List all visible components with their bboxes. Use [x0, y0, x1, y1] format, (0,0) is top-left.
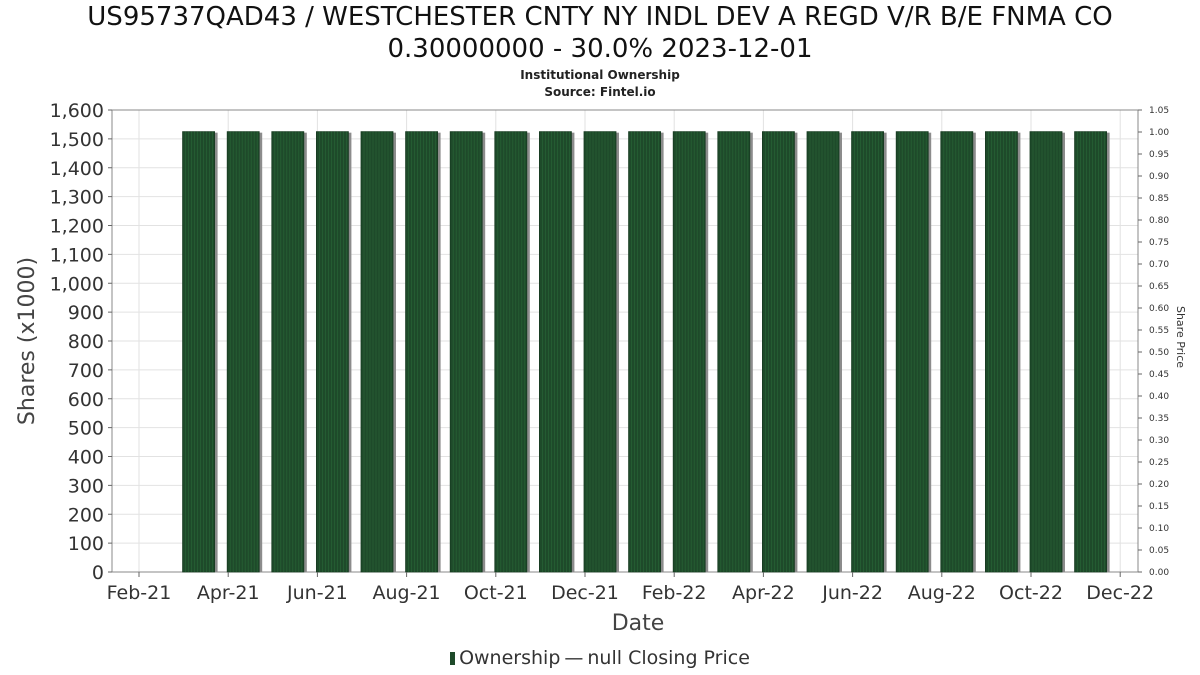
ownership-bar — [672, 131, 709, 573]
ownership-bar — [806, 131, 842, 573]
y2-tick-label: 0.15 — [1149, 502, 1169, 512]
ownership-bar — [539, 131, 575, 573]
y-axis-title: Shares (x1000) — [15, 257, 40, 425]
y2-tick-label: 0.35 — [1149, 414, 1169, 424]
chart-subtitle: Institutional Ownership — [520, 68, 680, 82]
x-tick-label: Dec-21 — [551, 582, 619, 604]
ownership-bar — [449, 131, 486, 573]
x-tick-label: Apr-22 — [732, 582, 795, 604]
legend-ownership-label: Ownership — [459, 647, 561, 669]
y-tick-label: 1,200 — [50, 216, 104, 238]
ownership-bar — [851, 131, 887, 573]
ownership-bar — [1029, 131, 1065, 573]
x-tick-label: Feb-21 — [107, 582, 172, 604]
ownership-bar — [940, 131, 976, 573]
y2-tick-label: 0.90 — [1149, 172, 1169, 182]
y-tick-label: 300 — [68, 475, 104, 497]
y-tick-label: 800 — [68, 331, 104, 353]
y2-tick-label: 0.05 — [1149, 546, 1169, 556]
y-tick-label: 0 — [92, 562, 104, 584]
ownership-bar — [494, 131, 530, 573]
y2-tick-label: 1.00 — [1149, 128, 1169, 138]
right-axis-ticks: 0.00 0.05 0.10 0.15 0.20 0.25 0.30 0.35 0.40 0.45… — [1138, 106, 1169, 578]
y-tick-label: 700 — [68, 360, 104, 382]
x-tick-label: Oct-21 — [464, 582, 528, 604]
y2-tick-label: 0.70 — [1149, 260, 1169, 270]
x-axis-ticks: Feb-21 Apr-21 Jun-21 Aug-21 Oct-21 Dec-21 Feb-… — [107, 572, 1154, 604]
left-axis-ticks: 0 100 200 300 400 500 600 700 800 900 1,000 1,100 1,… — [50, 100, 112, 584]
y2-tick-label: 0.85 — [1149, 194, 1169, 204]
chart-title-line-2: 0.30000000 - 30.0% 2023-12-01 — [387, 34, 813, 64]
ownership-bar — [628, 131, 664, 573]
x-tick-label: Dec-22 — [1086, 582, 1154, 604]
x-tick-label: Feb-22 — [642, 582, 707, 604]
y2-tick-label: 1.05 — [1149, 106, 1169, 116]
chart-source: Source: Fintel.io — [544, 85, 656, 99]
y-tick-label: 200 — [68, 504, 104, 526]
legend-price-label: null Closing Price — [587, 647, 750, 669]
y2-tick-label: 0.00 — [1149, 568, 1169, 578]
x-tick-label: Jun-22 — [821, 582, 883, 604]
ownership-bar — [360, 131, 396, 573]
ownership-bar — [405, 131, 441, 573]
y-tick-label: 400 — [68, 447, 104, 469]
grid-lines — [112, 109, 1138, 573]
ownership-chart: 0 100 200 300 400 500 600 700 800 900 1,000 1,100 1,… — [15, 100, 1187, 636]
y2-tick-label: 0.40 — [1149, 392, 1169, 402]
chart-title-line-1: US95737QAD43 / WESTCHESTER CNTY NY INDL … — [87, 2, 1113, 32]
y-tick-label: 1,300 — [50, 187, 104, 209]
bar-series-ownership — [182, 131, 1110, 573]
y-tick-label: 600 — [68, 389, 104, 411]
ownership-bar — [762, 131, 798, 573]
y2-tick-label: 0.65 — [1149, 282, 1169, 292]
y-tick-label: 1,100 — [50, 244, 104, 266]
y-tick-label: 1,600 — [50, 100, 104, 122]
x-tick-label: Aug-22 — [908, 582, 976, 604]
y2-tick-label: 0.50 — [1149, 348, 1169, 358]
y2-tick-label: 0.25 — [1149, 458, 1169, 468]
x-tick-label: Aug-21 — [373, 582, 441, 604]
y-tick-label: 1,000 — [50, 273, 104, 295]
y2-tick-label: 0.95 — [1149, 150, 1169, 160]
y2-tick-label: 0.55 — [1149, 326, 1169, 336]
chart-legend: Ownership — null Closing Price — [0, 647, 1200, 669]
ownership-bar — [271, 131, 307, 573]
y-tick-label: 900 — [68, 302, 104, 324]
y2-tick-label: 0.75 — [1149, 238, 1169, 248]
y-tick-label: 100 — [68, 533, 104, 555]
y2-tick-label: 0.80 — [1149, 216, 1169, 226]
x-tick-label: Oct-22 — [999, 582, 1063, 604]
ownership-bar — [717, 131, 753, 573]
y2-tick-label: 0.45 — [1149, 370, 1169, 380]
ownership-bar — [226, 131, 263, 573]
ownership-bar — [895, 131, 932, 573]
x-tick-label: Apr-21 — [197, 582, 260, 604]
ownership-legend-swatch — [450, 652, 456, 665]
y-tick-label: 1,400 — [50, 158, 104, 180]
ownership-bar — [985, 131, 1021, 573]
ownership-bar — [583, 131, 619, 573]
ownership-bar — [182, 131, 218, 573]
ownership-bar — [1074, 131, 1110, 573]
y-tick-label: 500 — [68, 418, 104, 440]
x-axis-title: Date — [612, 611, 665, 636]
y2-tick-label: 0.60 — [1149, 304, 1169, 314]
x-tick-label: Jun-21 — [286, 582, 348, 604]
legend-price-line: — — [564, 647, 584, 669]
y2-tick-label: 0.10 — [1149, 524, 1169, 534]
y-tick-label: 1,500 — [50, 129, 104, 151]
y2-tick-label: 0.30 — [1149, 436, 1169, 446]
y2-axis-title: Share Price — [1174, 306, 1187, 368]
y2-tick-label: 0.20 — [1149, 480, 1169, 490]
ownership-bar — [315, 131, 352, 573]
